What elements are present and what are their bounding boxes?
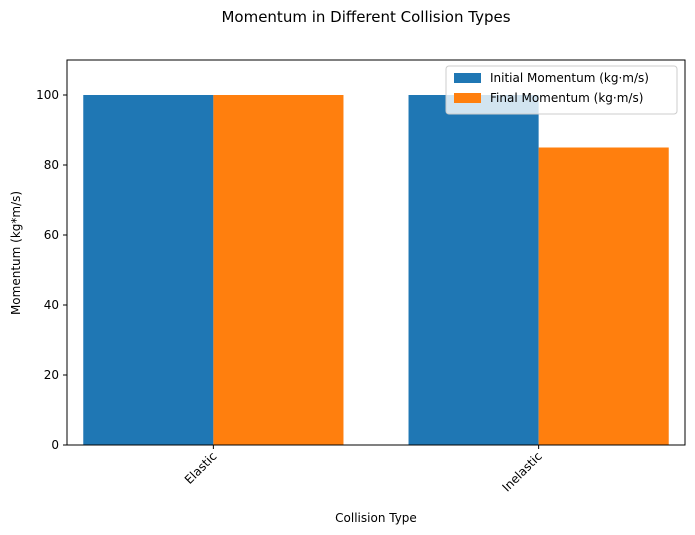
legend-label-2: Final Momentum (kg·m/s) (490, 91, 643, 105)
legend-swatch-1 (454, 73, 481, 83)
x-axis-label: Collision Type (335, 511, 417, 525)
x-axis: Elastic Inelastic (182, 445, 545, 495)
y-tick-label: 60 (44, 228, 59, 242)
y-tick-label: 40 (44, 298, 59, 312)
y-axis: 0 20 40 60 80 100 (36, 88, 67, 452)
bar-inelastic-series-2 (538, 147, 669, 445)
legend-swatch-2 (454, 93, 481, 103)
chart-title: Momentum in Different Collision Types (221, 8, 510, 26)
plot-area-frame (66, 59, 686, 446)
y-tick-label: 100 (36, 88, 59, 102)
bars-group (83, 95, 669, 445)
x-tick-label-elastic: Elastic (182, 449, 220, 487)
y-tick-label: 0 (51, 438, 59, 452)
bar-elastic-series-2 (213, 95, 344, 445)
y-tick-label: 80 (44, 158, 59, 172)
bar-inelastic-series-1 (408, 95, 539, 445)
bar-elastic-series-1 (83, 95, 214, 445)
legend-box (445, 65, 678, 115)
y-axis-label: Momentum (kg*m/s) (9, 191, 23, 315)
y-tick-label: 20 (44, 368, 59, 382)
x-tick-label-inelastic: Inelastic (499, 449, 544, 494)
legend: Initial Momentum (kg·m/s) Final Momentum … (445, 65, 678, 115)
legend-label-1: Initial Momentum (kg·m/s) (490, 71, 649, 85)
